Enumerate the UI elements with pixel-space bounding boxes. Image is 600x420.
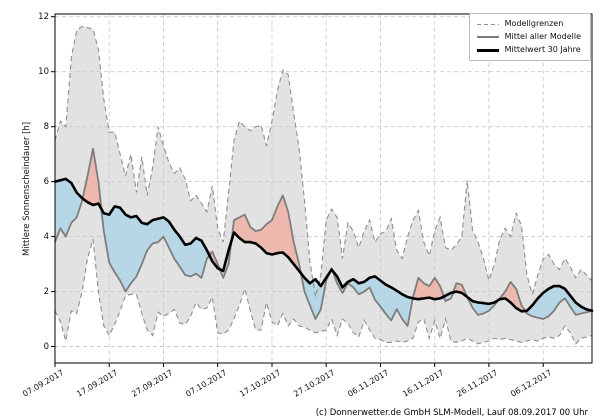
legend-item-mittel-aller-modelle: Mittel aller Modelle xyxy=(476,32,581,42)
y-tick-label: 4 xyxy=(43,232,49,242)
y-tick-label: 6 xyxy=(43,177,49,187)
black-line-icon xyxy=(476,48,499,52)
legend-item-mittelwert-30-jahre: Mittelwert 30 Jahre xyxy=(476,45,581,55)
plot-border xyxy=(54,13,593,364)
legend-item-modellgrenzen: Modellgrenzen xyxy=(476,19,581,29)
y-tick-label: 8 xyxy=(43,122,49,132)
legend-label: Mittelwert 30 Jahre xyxy=(504,45,581,54)
legend-label: Mittel aller Modelle xyxy=(504,32,581,41)
copyright-credit: (c) Donnerwetter.de GmbH SLM-Modell, Lau… xyxy=(315,408,588,418)
y-tick-label: 0 xyxy=(43,342,49,352)
legend: Modellgrenzen Mittel aller Modelle Mitte… xyxy=(468,13,591,61)
y-tick-label: 12 xyxy=(38,12,49,22)
below-climate-fill xyxy=(55,178,592,326)
model-min-line xyxy=(54,239,593,345)
dashed-line-icon xyxy=(476,23,499,25)
gray-line-icon xyxy=(476,36,499,38)
y-tick-label: 10 xyxy=(38,67,49,77)
climate-mean-line xyxy=(53,177,594,313)
model-mean-line xyxy=(54,147,593,327)
model-max-line xyxy=(54,25,593,298)
y-tick-label: 2 xyxy=(43,287,49,297)
legend-label: Modellgrenzen xyxy=(504,19,564,28)
